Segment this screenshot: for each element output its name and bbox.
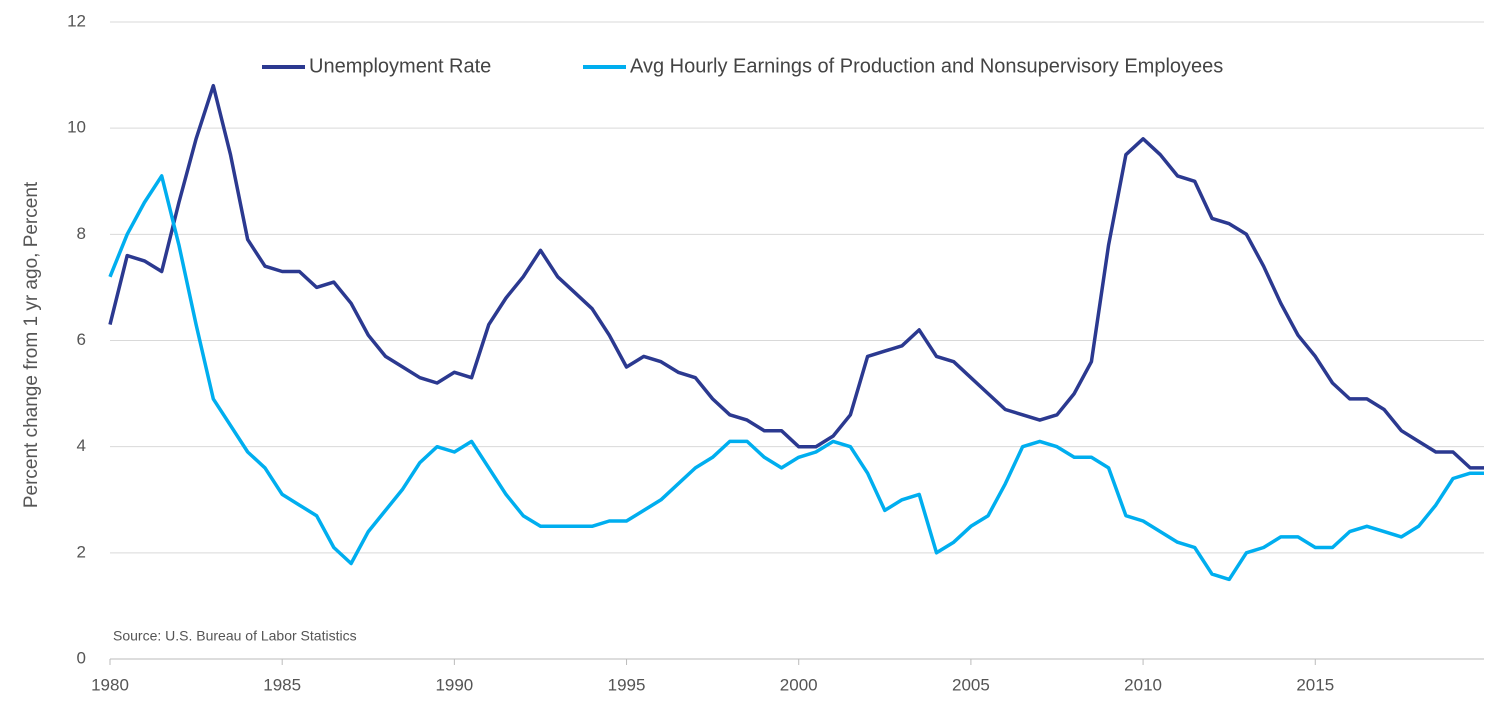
y-tick-label: 2: [77, 542, 86, 561]
x-tick-label: 1995: [608, 675, 646, 694]
x-tick-label: 2015: [1296, 675, 1334, 694]
x-tick-label: 2005: [952, 675, 990, 694]
x-tick-label: 1980: [91, 675, 129, 694]
source-note: Source: U.S. Bureau of Labor Statistics: [113, 628, 357, 644]
x-tick-label: 2010: [1124, 675, 1162, 694]
y-tick-label: 0: [77, 648, 86, 667]
legend-label: Avg Hourly Earnings of Production and No…: [630, 55, 1223, 77]
y-tick-label: 10: [67, 118, 86, 137]
y-tick-label: 8: [77, 224, 86, 243]
y-tick-label: 6: [77, 330, 86, 349]
y-tick-label: 12: [67, 11, 86, 30]
legend-label: Unemployment Rate: [309, 55, 491, 77]
series-line: [108, 83, 1484, 470]
y-axis-label: Percent change from 1 yr ago, Percent: [21, 181, 42, 508]
x-tick-label: 2000: [780, 675, 818, 694]
series-line: [108, 174, 1484, 582]
y-tick-label: 4: [77, 436, 86, 455]
x-tick-label: 1990: [435, 675, 473, 694]
x-tick-label: 1985: [263, 675, 301, 694]
